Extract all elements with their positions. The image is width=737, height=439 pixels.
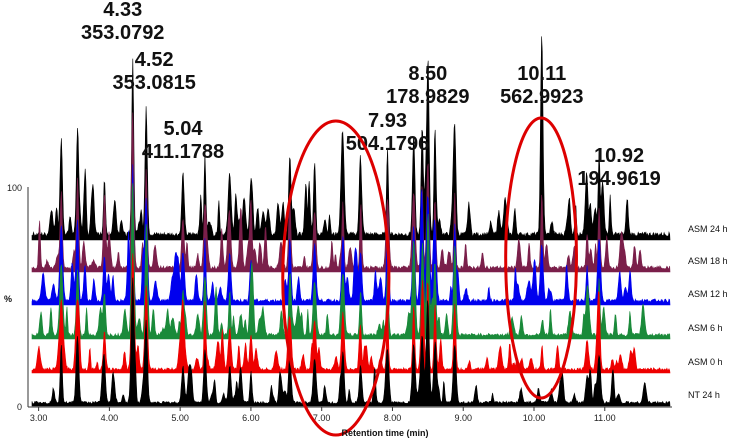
trace-nt-24-h	[31, 277, 671, 407]
trace-label: ASM 0 h	[688, 357, 723, 367]
annotation-mass: 562.9923	[500, 86, 583, 108]
trace-asm-0-h	[31, 253, 671, 374]
x-tick-label: 9.00	[454, 413, 472, 423]
x-tick-label: 10.00	[523, 413, 546, 423]
x-tick-label: 5.00	[171, 413, 189, 423]
trace-group	[31, 36, 671, 407]
trace-label: ASM 12 h	[688, 289, 728, 299]
annotation-mass: 353.0792	[81, 22, 164, 44]
trace-labels: ASM 24 h ASM 18 h ASM 12 h ASM 6 h ASM 0 h NT…	[688, 224, 728, 400]
trace-label: ASM 6 h	[688, 323, 723, 333]
annotation-mass: 194.9619	[577, 168, 660, 190]
annotation-retention-time: 10.11	[517, 63, 566, 85]
trace-label: ASM 18 h	[688, 256, 728, 266]
trace-asm-6-h	[31, 183, 671, 340]
annotation-mass: 178.9829	[386, 86, 469, 108]
y-tick-label: 100	[7, 183, 22, 193]
axes: 0 100	[7, 183, 672, 412]
annotation-retention-time: 10.92	[594, 145, 644, 167]
highlight-ellipse	[281, 119, 391, 437]
y-tick-label: 0	[17, 402, 22, 412]
annotation-mass: 353.0815	[112, 72, 195, 94]
trace-asm-24-h	[31, 36, 671, 241]
x-tick-label: 7.00	[313, 413, 331, 423]
annotation-mass: 411.1788	[142, 141, 224, 163]
annotation-retention-time: 4.52	[135, 49, 174, 71]
x-tick-label: 8.00	[384, 413, 402, 423]
x-tick-label: 3.00	[30, 413, 48, 423]
trace-asm-12-h	[31, 164, 671, 306]
x-axis-title: Retention time (min)	[342, 428, 429, 438]
annotation-retention-time: 7.93	[368, 110, 407, 132]
x-tick-label: 4.00	[101, 413, 119, 423]
highlight-ellipse	[504, 116, 578, 400]
annotation-retention-time: 4.33	[103, 0, 142, 21]
x-tick-label: 6.00	[242, 413, 260, 423]
annotation-retention-time: 5.04	[164, 118, 204, 140]
trace-label: NT 24 h	[688, 390, 720, 400]
highlight-ellipses	[281, 116, 578, 437]
y-axis-title: %	[4, 294, 12, 304]
x-tick-labels: 3.00 4.00 5.00 6.00 7.00 8.00 9.00 10.00 11.00	[30, 407, 616, 423]
x-tick-label: 11.00	[594, 413, 616, 423]
trace-asm-18-h	[31, 112, 671, 273]
trace-label: ASM 24 h	[688, 224, 728, 234]
annotation-retention-time: 8.50	[408, 63, 447, 85]
